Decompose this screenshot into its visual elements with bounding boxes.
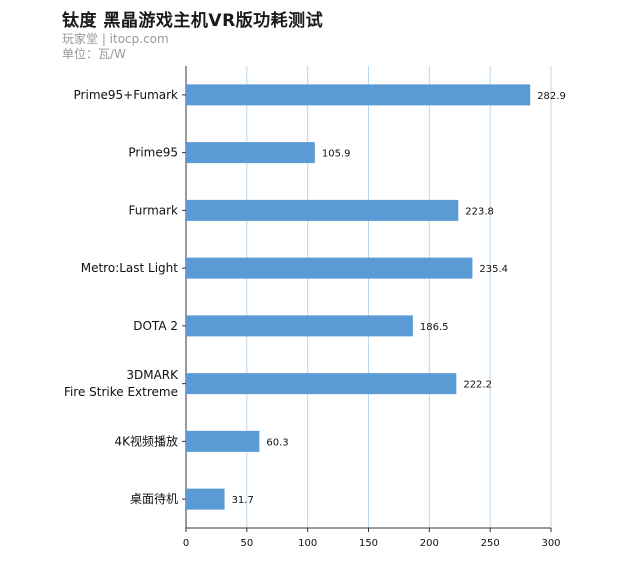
x-tick-label: 250 bbox=[481, 538, 500, 549]
category-label: Metro:Last Light bbox=[81, 261, 179, 275]
value-label: 235.4 bbox=[479, 264, 508, 275]
x-tick-label: 150 bbox=[359, 538, 378, 549]
value-label: 223.8 bbox=[465, 206, 494, 217]
category-label: 3DMARK bbox=[126, 368, 179, 382]
value-label: 60.3 bbox=[266, 437, 288, 448]
category-label: Prime95+Fumark bbox=[74, 88, 179, 102]
bar bbox=[186, 84, 531, 106]
chart-unit: 单位：瓦/W bbox=[62, 47, 126, 61]
value-label: 222.2 bbox=[463, 380, 492, 391]
value-label: 105.9 bbox=[322, 149, 351, 160]
x-tick-label: 200 bbox=[420, 538, 439, 549]
bar bbox=[186, 315, 413, 337]
value-label: 186.5 bbox=[420, 322, 449, 333]
chart-title: 钛度 黑晶游戏主机VR版功耗测试 bbox=[62, 11, 324, 31]
category-label: Furmark bbox=[129, 203, 179, 217]
chart-source: 玩家堂 | itocp.com bbox=[62, 32, 169, 46]
x-tick-label: 0 bbox=[183, 538, 189, 549]
category-label: Prime95 bbox=[128, 146, 178, 160]
bar bbox=[186, 430, 260, 452]
category-label: DOTA 2 bbox=[133, 319, 178, 333]
value-label: 31.7 bbox=[232, 495, 254, 506]
category-label: Fire Strike Extreme bbox=[64, 385, 178, 399]
category-label: 4K视频播放 bbox=[114, 433, 178, 448]
bar bbox=[186, 488, 225, 510]
bar bbox=[186, 257, 473, 279]
x-tick-label: 100 bbox=[298, 538, 317, 549]
bar bbox=[186, 142, 315, 164]
category-label: 桌面待机 bbox=[130, 492, 178, 506]
x-tick-label: 50 bbox=[240, 538, 253, 549]
x-tick-label: 300 bbox=[541, 538, 560, 549]
bar bbox=[186, 199, 459, 221]
value-label: 282.9 bbox=[537, 91, 566, 102]
bar bbox=[186, 373, 457, 395]
